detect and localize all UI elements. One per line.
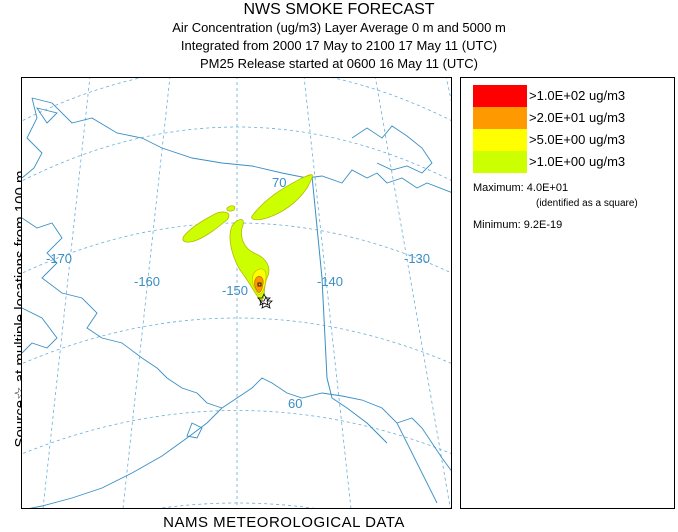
plume-west <box>182 211 230 243</box>
source-star-2 <box>257 293 271 306</box>
data-source-label: NAMS METEOROLOGICAL DATA <box>163 514 405 531</box>
legend-item: >2.0E+01 ug/m3 <box>473 107 668 129</box>
legend-item: >1.0E+02 ug/m3 <box>473 85 668 107</box>
coast-arctic-inlet <box>35 107 58 124</box>
map-svg: -170 -160 -150 -140 -130 70 60 <box>22 78 451 508</box>
coast-peninsula <box>29 407 223 508</box>
latitude-line-60 <box>22 317 451 365</box>
legend-item: >5.0E+00 ug/m3 <box>473 129 668 151</box>
legend-label: >5.0E+00 ug/m3 <box>529 132 626 147</box>
legend-label: >2.0E+01 ug/m3 <box>529 110 626 125</box>
latitude-line-75 <box>22 78 451 122</box>
latitude-line-65 <box>22 222 451 274</box>
coast-southeast <box>396 417 451 472</box>
latitude-line-55 <box>22 410 451 455</box>
subtitle-concentration: Air Concentration (ug/m3) Layer Average … <box>172 20 506 35</box>
map-labels: -170 -160 -150 -140 -130 70 60 <box>46 175 430 411</box>
meridian-m130 <box>375 78 451 508</box>
coast-north <box>31 97 451 193</box>
coast-south <box>221 377 438 504</box>
page-title: NWS SMOKE FORECAST <box>243 1 435 18</box>
longitude-label-m130: -130 <box>404 251 430 266</box>
subtitle-release: PM25 Release started at 0600 16 May 11 (… <box>200 56 478 71</box>
coast-islands-ne <box>351 125 433 174</box>
legend-maximum: Maximum: 4.0E+01 <box>473 182 569 194</box>
legend-label: >1.0E+00 ug/m3 <box>529 154 626 169</box>
coast-west-2 <box>22 217 103 339</box>
legend-swatch-yellow <box>473 129 527 151</box>
canada-border <box>311 175 388 444</box>
longitude-label-m140: -140 <box>317 274 343 289</box>
legend-panel: >1.0E+02 ug/m3 >2.0E+01 ug/m3 >5.0E+00 u… <box>460 77 675 509</box>
longitude-label-m150: -150 <box>222 283 248 298</box>
legend-item: >1.0E+00 ug/m3 <box>473 151 668 173</box>
legend-swatch-red <box>473 85 527 107</box>
coast-west-3 <box>22 307 58 354</box>
legend-swatch-orange <box>473 107 527 129</box>
border-line <box>311 175 388 444</box>
latitude-label-70: 70 <box>272 175 286 190</box>
subtitle-integration: Integrated from 2000 17 May to 2100 17 M… <box>180 38 498 53</box>
longitude-label-m170: -170 <box>46 251 72 266</box>
latitude-label-60: 60 <box>288 396 302 411</box>
longitude-label-m160: -160 <box>134 274 160 289</box>
coast-west <box>22 97 43 179</box>
meridian-m170 <box>42 78 91 508</box>
coastline <box>22 97 451 508</box>
legend-minimum: Minimum: 9.2E-19 <box>473 219 563 231</box>
meridian-m140 <box>303 78 352 508</box>
legend-maximum-note: (identified as a square) <box>536 198 638 209</box>
graticule <box>22 78 451 508</box>
latitude-line-70 <box>22 126 451 182</box>
source-markers <box>257 293 273 309</box>
smoke-plume <box>182 174 313 301</box>
legend-label: >1.0E+02 ug/m3 <box>529 88 626 103</box>
legend-swatch-lime <box>473 151 527 173</box>
map-panel[interactable]: -170 -160 -150 -140 -130 70 60 <box>21 77 452 509</box>
side-label-container: Source☆ at multiple locations from 100 m <box>0 0 29 532</box>
coast-bristol <box>101 337 223 409</box>
plume-east <box>251 174 313 221</box>
meridian-m160 <box>122 78 171 508</box>
maximum-square <box>257 282 262 287</box>
plume-orange <box>254 276 264 293</box>
coast-kodiak <box>186 422 203 439</box>
meridian-m120 <box>445 78 451 102</box>
plume-small <box>226 205 236 212</box>
